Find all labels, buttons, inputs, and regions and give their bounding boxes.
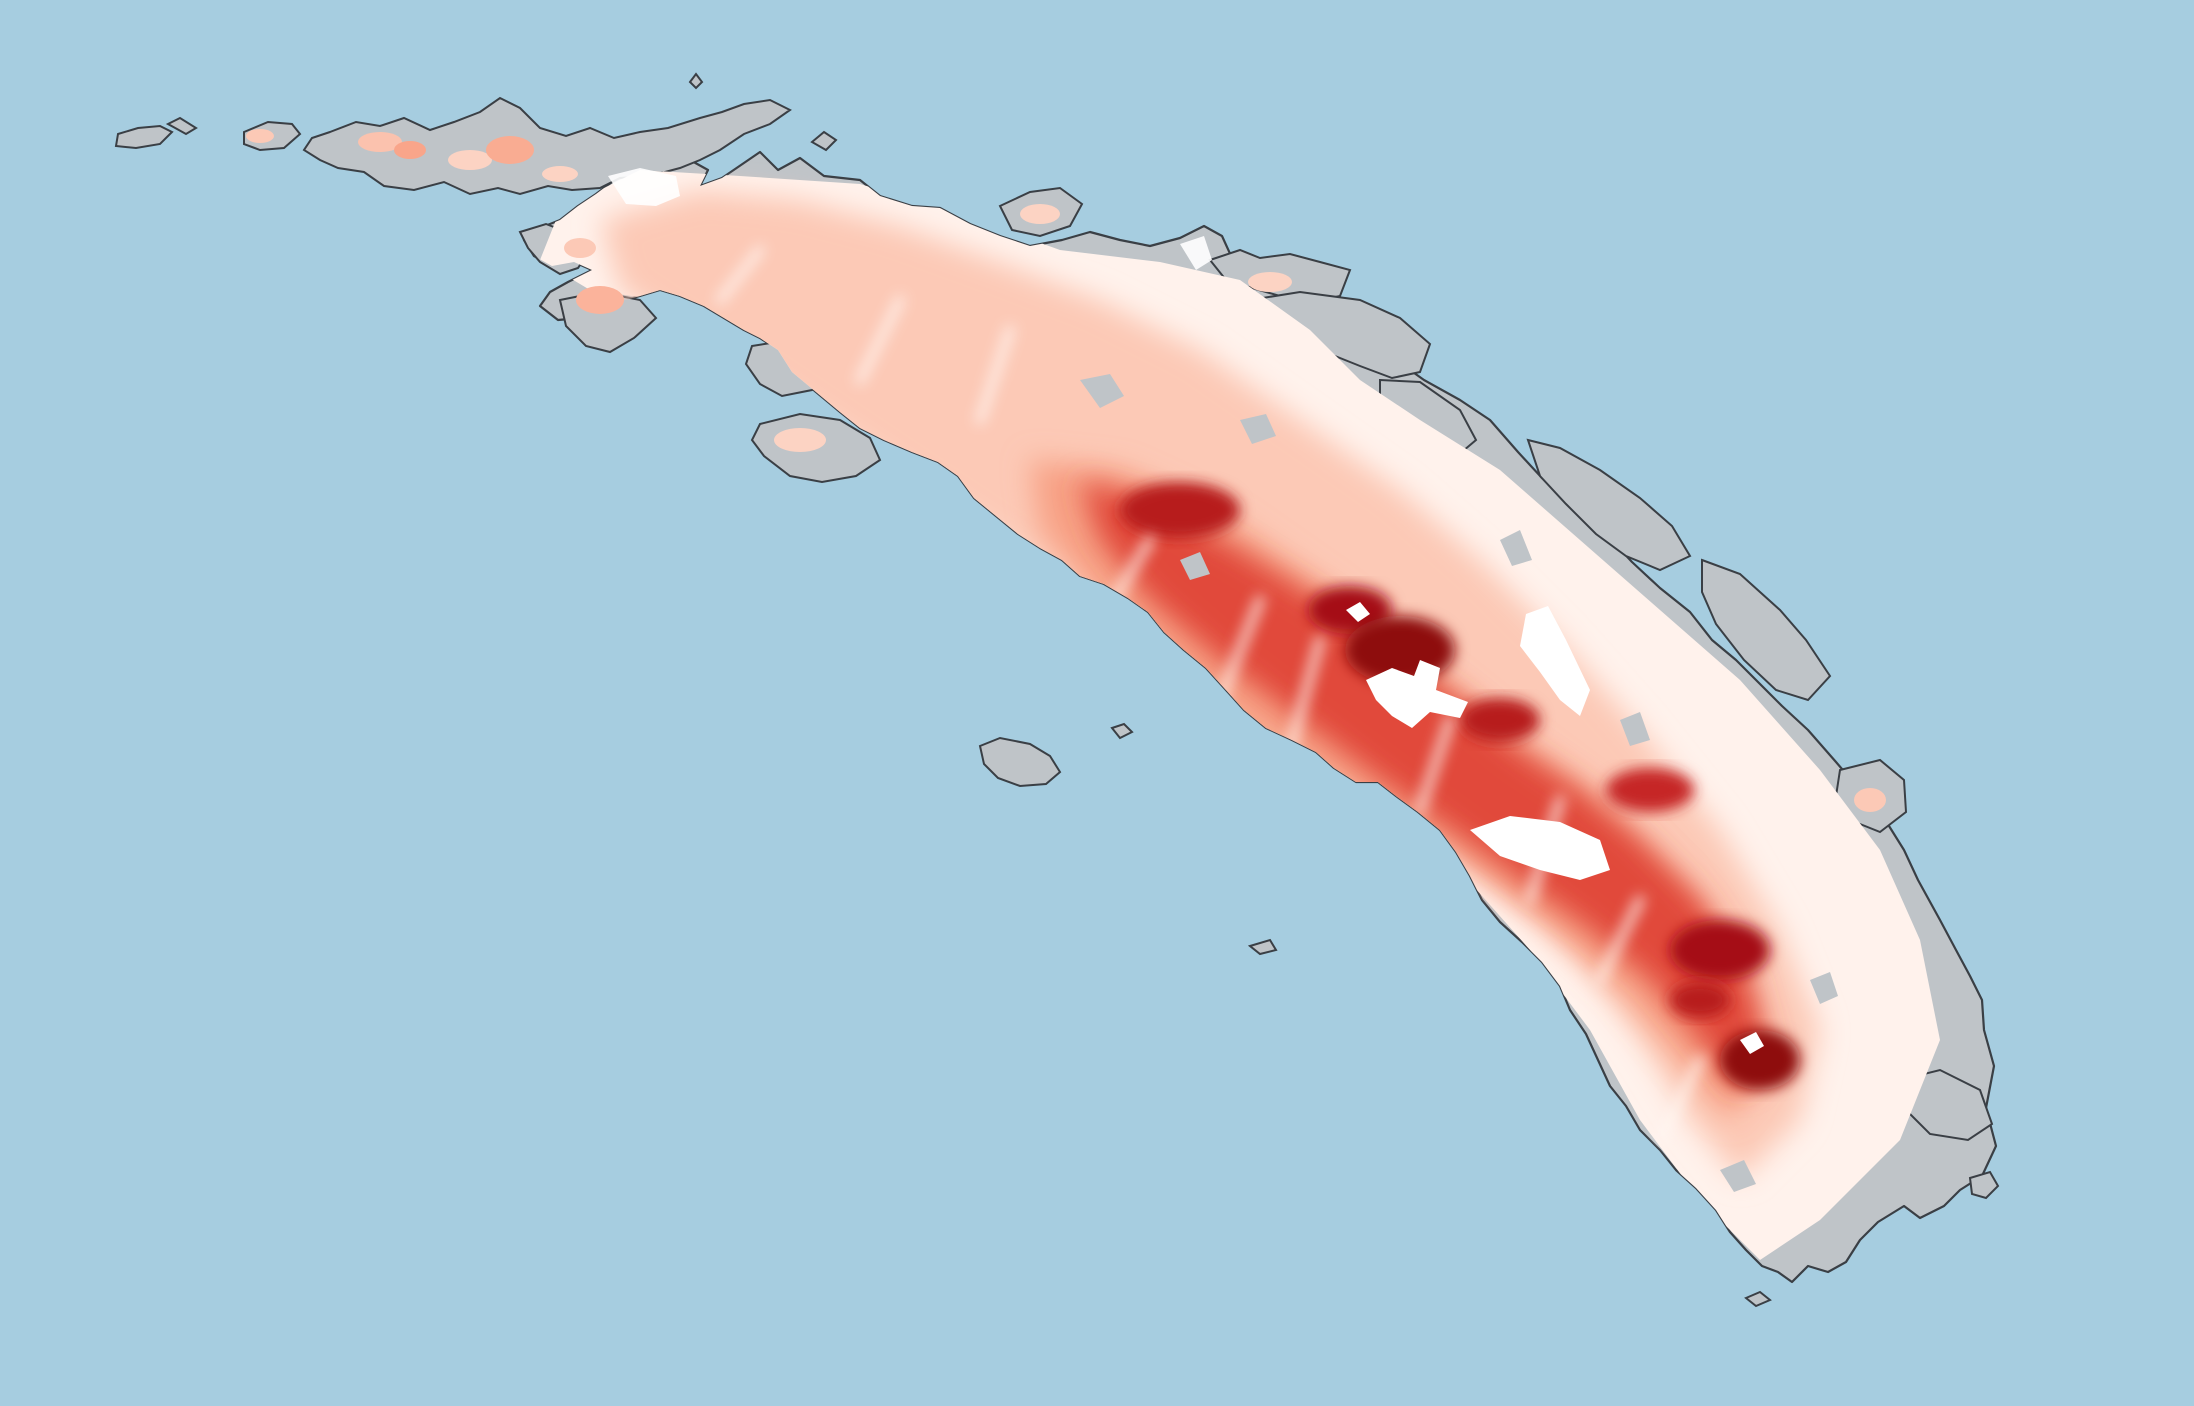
northwest-peninsula-coastline — [302, 96, 792, 196]
east-peninsula-coastline — [1701, 558, 1832, 702]
islet-coastline — [688, 72, 704, 90]
glacier-patch — [542, 166, 578, 182]
islet-coastline — [1247, 938, 1278, 956]
northwest-glaciers — [246, 129, 1886, 812]
islet-coastline — [810, 130, 838, 152]
nodata-lower-glacier — [1470, 816, 1610, 880]
glacier-patch — [358, 132, 402, 152]
peak-core — [1120, 482, 1240, 538]
glacier-patch — [774, 428, 826, 452]
annenkov-island-coastline — [978, 736, 1062, 788]
glacier-patch — [564, 238, 596, 258]
nodata-nw-icefield — [608, 168, 680, 206]
peak-core — [1606, 768, 1694, 812]
glacier-patch — [1248, 272, 1292, 292]
peak-core — [1460, 698, 1540, 742]
bird-island-coastline — [114, 124, 174, 150]
clerke-rocks-coastline — [1744, 1290, 1772, 1308]
nodata-ridge — [1180, 236, 1212, 270]
peak-core — [1670, 920, 1770, 980]
cooper-island-coastline — [1968, 1170, 2000, 1200]
glacier-patch — [394, 141, 426, 159]
barff-peninsula-coastline — [1526, 438, 1692, 572]
islet-coastline — [165, 116, 198, 136]
nodata-valley-glacier — [1520, 606, 1590, 716]
nodata-spot — [1740, 1032, 1764, 1054]
peak-core — [1670, 982, 1730, 1018]
glacier-patch — [1854, 788, 1886, 812]
glacier-patch — [246, 129, 274, 143]
nodata-summit — [1346, 602, 1370, 622]
no-data-areas — [608, 168, 1764, 1054]
glacier-patch — [486, 136, 534, 164]
peak-core — [1720, 1030, 1800, 1090]
glacier-patch — [1020, 204, 1060, 224]
glacier-patch — [576, 286, 624, 314]
pickersgill-islet-coastline — [1110, 722, 1134, 740]
coastal-ice-free-patches — [1080, 374, 1838, 1192]
nodata-summit — [1366, 660, 1468, 728]
glacier-patch — [448, 150, 492, 170]
